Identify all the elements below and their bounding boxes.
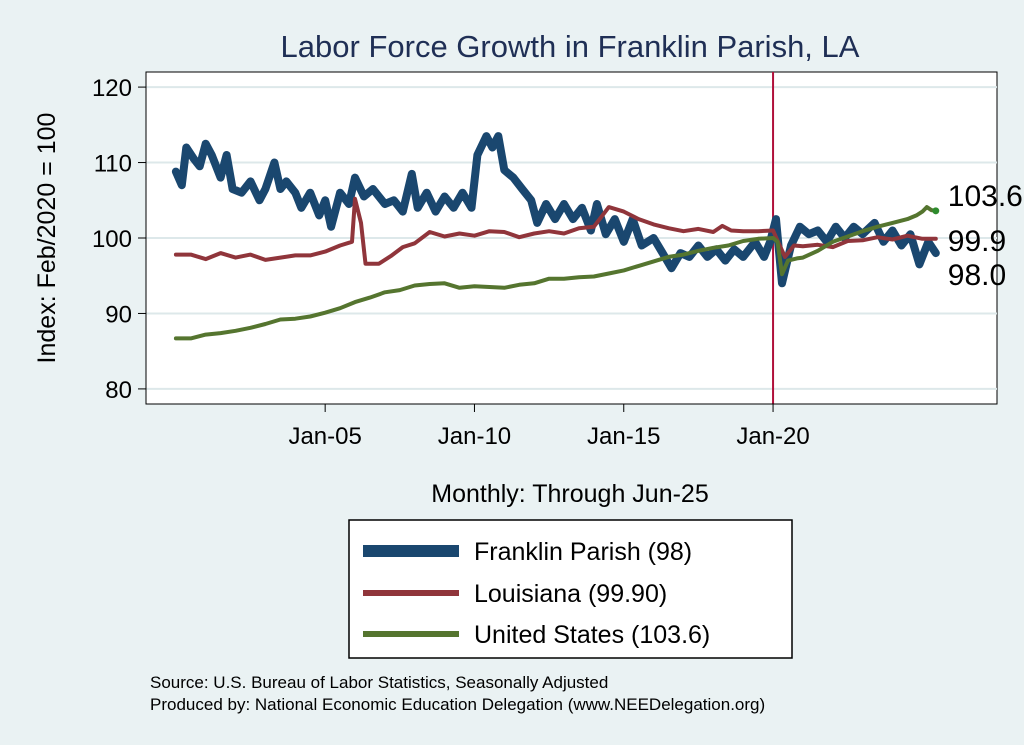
legend-label-united-states: United States (103.6) bbox=[474, 621, 710, 649]
end-label-franklin-parish: 98.0 bbox=[948, 259, 1006, 292]
x-tick-label: Jan-05 bbox=[288, 423, 361, 450]
gridlines bbox=[146, 86, 997, 390]
legend-label-louisiana: Louisiana (99.90) bbox=[474, 580, 667, 608]
chart-title: Labor Force Growth in Franklin Parish, L… bbox=[281, 29, 860, 64]
series-lines bbox=[171, 132, 940, 341]
series-line-franklin-parish bbox=[171, 132, 940, 288]
end-label-united-states: 103.6 bbox=[948, 180, 1023, 213]
y-tick-label: 100 bbox=[92, 226, 132, 253]
x-axis: Jan-05 Jan-10 Jan-15 Jan-20 bbox=[146, 403, 997, 450]
legend-label-franklin-parish: Franklin Parish (98) bbox=[474, 538, 692, 566]
series-line-louisiana bbox=[173, 196, 938, 266]
y-axis-title: Index: Feb/2020 = 100 bbox=[33, 113, 61, 364]
legend: Franklin Parish (98) Louisiana (99.90) U… bbox=[348, 519, 793, 659]
series-endpoint-united-states bbox=[932, 207, 940, 215]
x-tick-label: Jan-15 bbox=[587, 423, 660, 450]
x-tick-label: Jan-10 bbox=[438, 423, 511, 450]
x-tick-label: Jan-20 bbox=[736, 423, 809, 450]
y-tick-label: 110 bbox=[94, 151, 132, 178]
source-note: Source: U.S. Bureau of Labor Statistics,… bbox=[150, 673, 608, 692]
y-axis: 80 90 100 110 120 bbox=[92, 72, 147, 404]
y-tick-label: 80 bbox=[105, 377, 132, 404]
y-tick-label: 120 bbox=[92, 75, 132, 102]
producer-note: Produced by: National Economic Education… bbox=[150, 695, 765, 714]
series-line-united-states bbox=[173, 205, 938, 341]
end-label-louisiana: 99.9 bbox=[948, 225, 1006, 258]
y-tick-label: 90 bbox=[105, 301, 132, 328]
end-labels: 103.6 99.998.0 bbox=[948, 180, 1023, 292]
x-axis-title: Monthly: Through Jun-25 bbox=[431, 480, 708, 508]
